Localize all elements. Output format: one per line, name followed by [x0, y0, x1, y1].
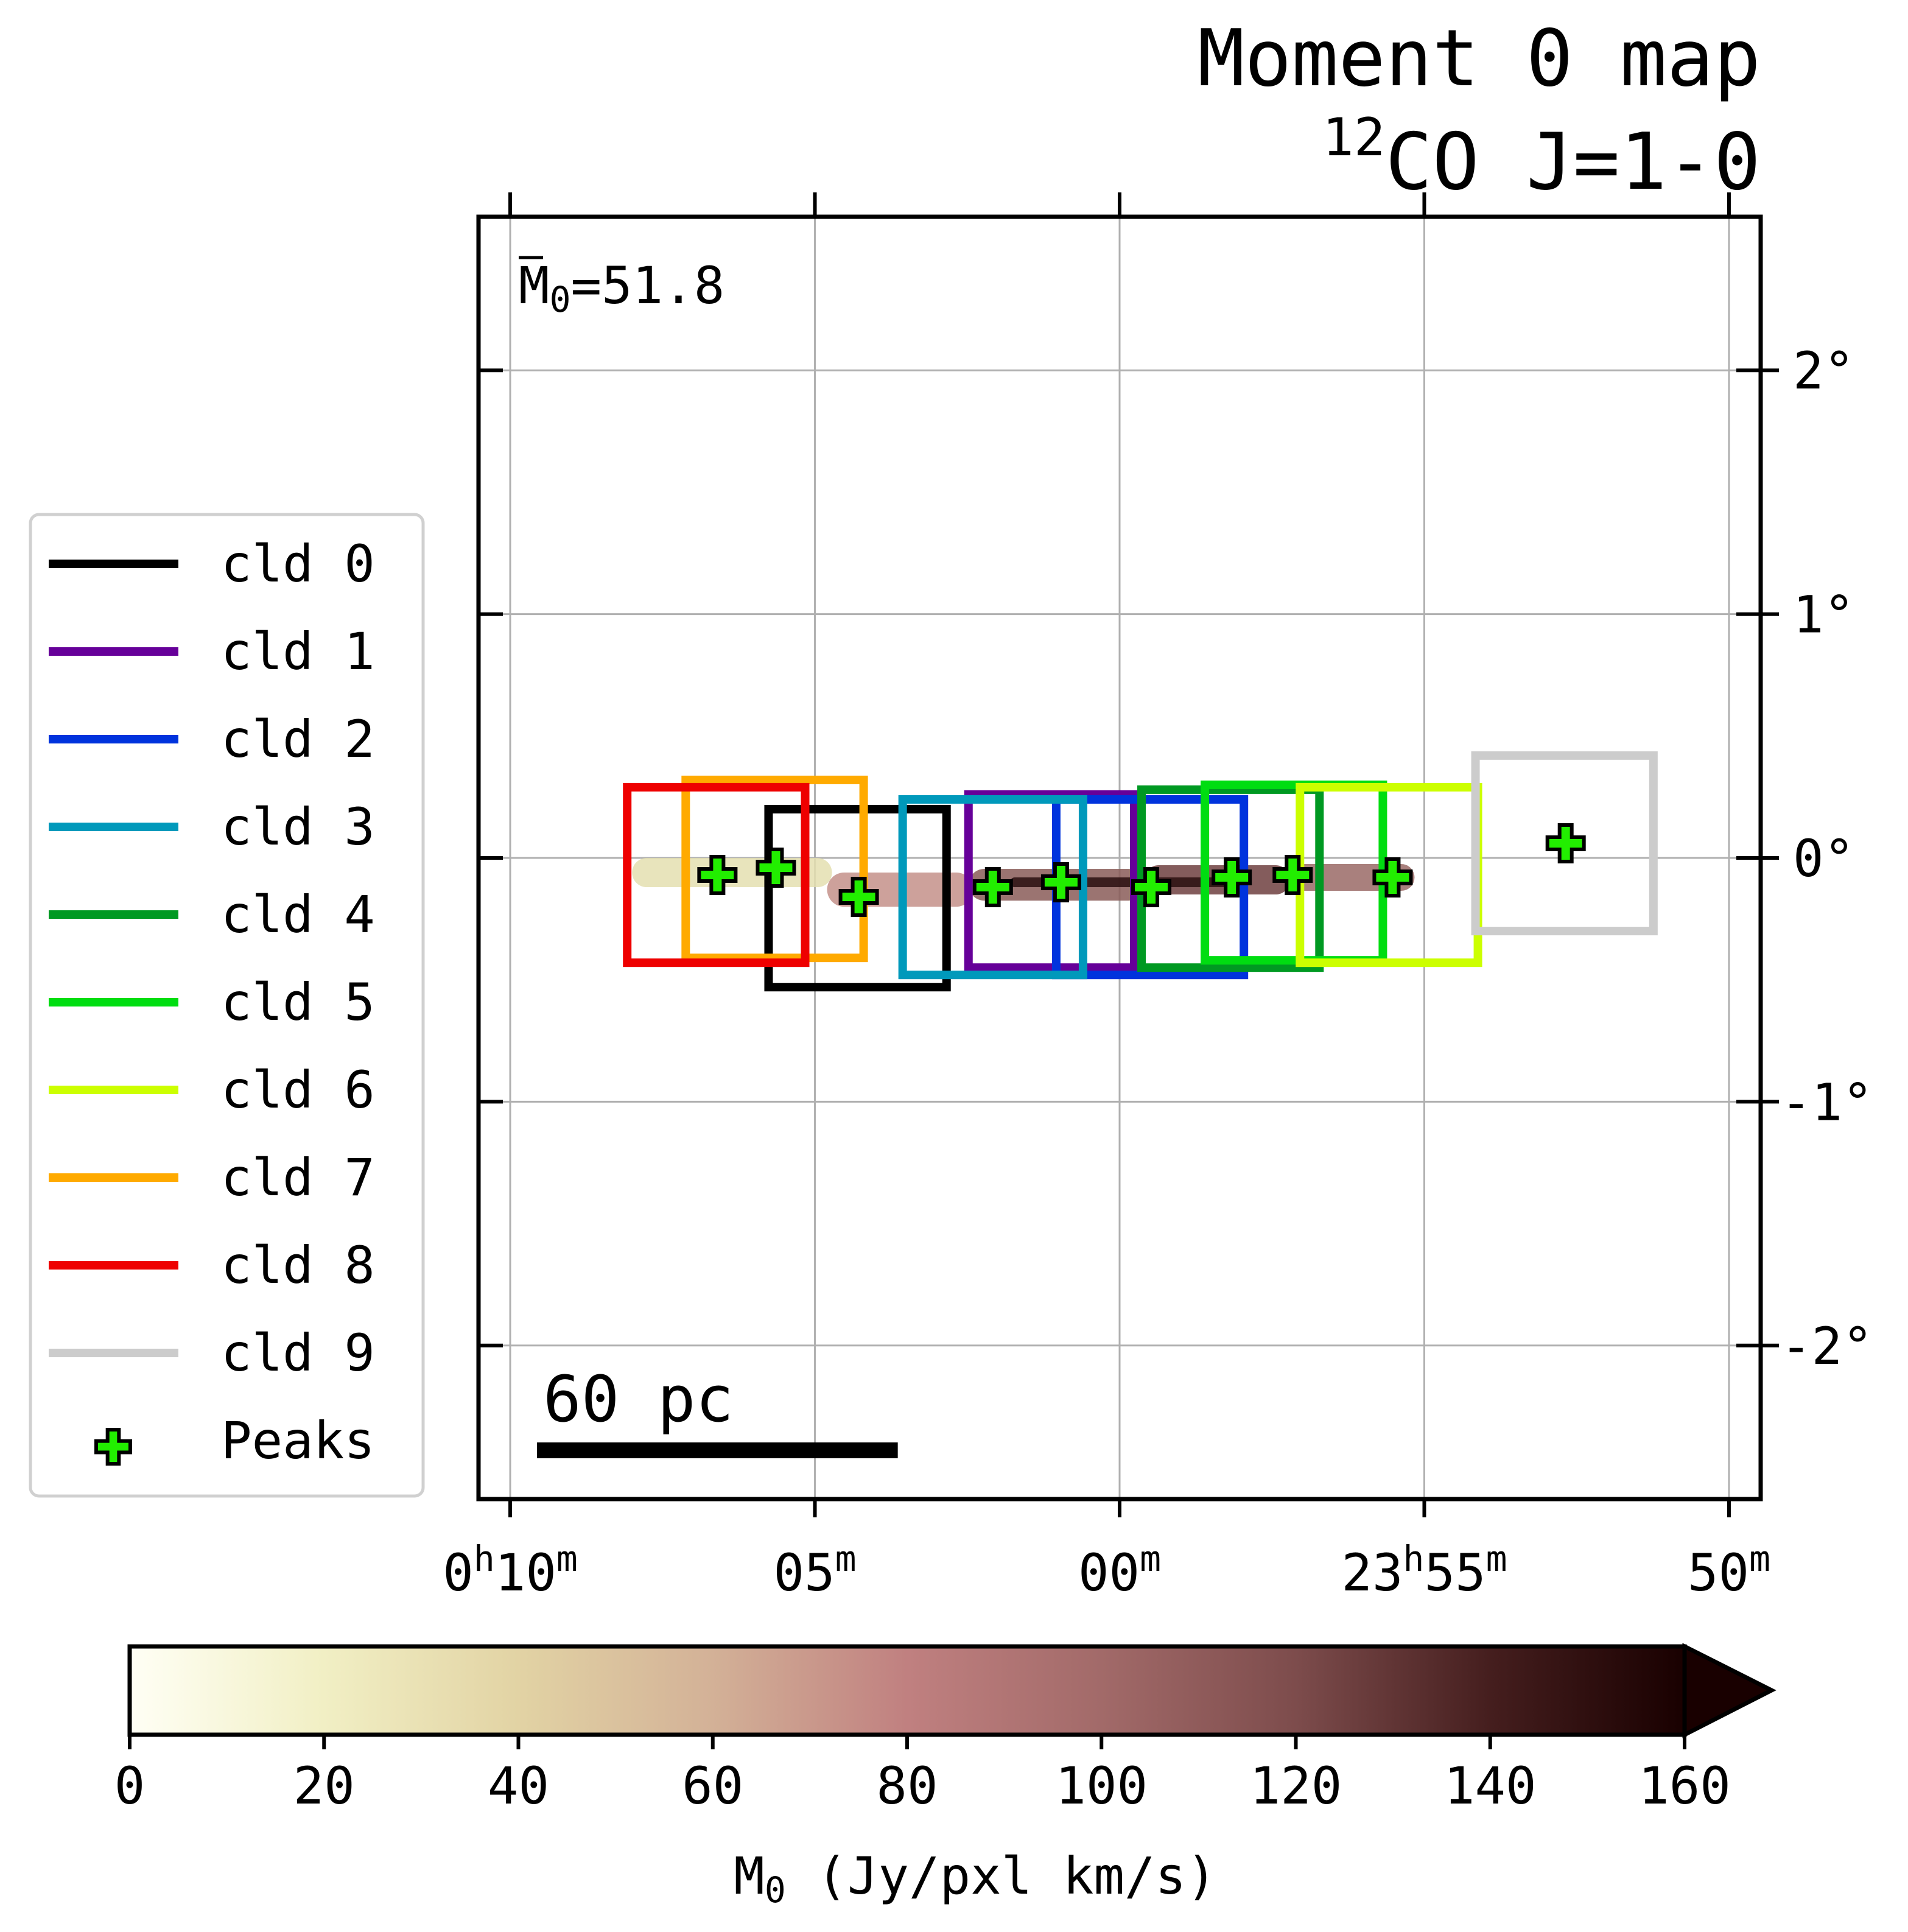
legend-label-7: cld 7 [221, 1148, 375, 1207]
chart-title-line2: 12CO J=1-0 [1322, 107, 1761, 208]
colorbar-label-subscript: 0 [765, 1869, 786, 1911]
peak-marker-0 [697, 855, 738, 896]
chart-title-superscript: 12 [1322, 107, 1386, 168]
x-tick-label-3: 23h55m [1341, 1538, 1507, 1603]
scale-bar-label: 60 pc [543, 1362, 734, 1436]
peak-marker-5 [1131, 867, 1172, 908]
peak-marker-4 [1040, 862, 1081, 903]
x-tick-hours: 23 [1341, 1543, 1403, 1603]
annotation-subscript: 0 [550, 279, 571, 320]
legend-label-peaks: Peaks [221, 1411, 375, 1470]
x-tick-minute-unit: m [835, 1538, 857, 1579]
x-tick-minutes: 00 [1078, 1543, 1140, 1603]
x-tick-label-0: 0h10m [443, 1538, 578, 1603]
cloud-box-8 [623, 782, 810, 968]
cloud-box-7 [681, 775, 868, 963]
x-tick-label-2: 00m [1078, 1538, 1161, 1603]
x-tick-minute-unit: m [556, 1538, 578, 1579]
colorbar-tick-label-8: 160 [1638, 1756, 1731, 1816]
x-axis: 0h10m 05m 00m 23h55m 50m [443, 192, 1770, 1603]
peak-marker-9 [1545, 823, 1586, 863]
peak-marker-3 [972, 867, 1013, 908]
colorbar-gradient [130, 1646, 1685, 1735]
colorbar-tick-label-2: 40 [488, 1756, 549, 1816]
cloud-box-9 [1471, 751, 1658, 936]
x-tick-minutes: 55 [1424, 1543, 1485, 1603]
colorbar-tick-label-1: 20 [293, 1756, 355, 1816]
chart-title-line1: Moment 0 map [1198, 13, 1761, 104]
y-tick-label-2: 0° [1793, 829, 1854, 888]
x-tick-minutes: 05 [773, 1543, 835, 1603]
annotation-value: =51.8 [571, 256, 725, 315]
y-tick-label-4: -2° [1781, 1316, 1873, 1376]
x-tick-label-4: 50m [1688, 1538, 1770, 1603]
peak-marker-6 [1212, 857, 1252, 898]
legend-label-8: cld 8 [221, 1235, 375, 1295]
cloud-box-3 [898, 795, 1087, 980]
x-tick-hours: 0 [443, 1543, 474, 1603]
x-tick-label-1: 05m [773, 1538, 856, 1603]
y-axis: 2° 1° 0° -1° -2° [479, 341, 1873, 1376]
y-tick-label-0: 2° [1793, 341, 1854, 401]
peak-marker-7 [1272, 855, 1313, 896]
legend-label-1: cld 1 [221, 622, 375, 681]
colorbar-label-units: (Jy/pxl km/s) [786, 1846, 1217, 1906]
cloud-box-4 [1137, 785, 1324, 972]
x-tick-minute-unit: m [1749, 1538, 1770, 1579]
peak-marker-1 [756, 848, 796, 888]
legend-label-6: cld 6 [221, 1060, 375, 1120]
chart-title-molecule: CO J=1-0 [1386, 117, 1761, 208]
colorbar-tick-label-4: 80 [876, 1756, 938, 1816]
colorbar-tick-label-5: 100 [1055, 1756, 1148, 1816]
cloud-box-0 [764, 804, 951, 992]
legend-label-3: cld 3 [221, 797, 375, 857]
colorbar-tick-label-3: 60 [682, 1756, 743, 1816]
legend: cld 0 cld 1 cld 2 cld 3 cld 4 cld 5 cld 6 cld 7… [29, 513, 425, 1498]
legend-frame [29, 513, 425, 1498]
colorbar-label: M0 (Jy/pxl km/s) [734, 1846, 1217, 1911]
colorbar-extend-arrow [1682, 1643, 1776, 1738]
legend-label-4: cld 4 [221, 885, 375, 944]
x-tick-minutes: 10 [495, 1543, 556, 1603]
colorbar: 0 20 40 60 80 100 120 140 160 M0 (Jy/pxl km/s) [114, 1643, 1776, 1911]
x-tick-minute-unit: m [1140, 1538, 1161, 1579]
x-tick-hour-unit: h [1403, 1538, 1425, 1579]
colorbar-tick-label-7: 140 [1444, 1756, 1537, 1816]
x-tick-hour-unit: h [474, 1538, 495, 1579]
legend-label-2: cld 2 [221, 709, 375, 769]
legend-label-0: cld 0 [221, 534, 375, 594]
x-tick-minutes: 50 [1688, 1543, 1749, 1603]
y-tick-label-3: -1° [1781, 1072, 1873, 1132]
colorbar-label-symbol: M [734, 1846, 765, 1906]
annotation-symbol: M [519, 256, 550, 315]
peak-markers [697, 823, 1586, 918]
colorbar-tick-label-0: 0 [114, 1756, 146, 1816]
peak-marker-8 [1372, 857, 1413, 898]
y-tick-label-1: 1° [1793, 585, 1854, 645]
peak-marker-2 [838, 877, 879, 918]
legend-swatch-peaks [94, 1428, 132, 1466]
colorbar-tick-label-6: 120 [1250, 1756, 1342, 1816]
x-tick-minute-unit: m [1486, 1538, 1507, 1579]
legend-label-5: cld 5 [221, 972, 375, 1032]
mean-moment-annotation: M0=51.8 [519, 256, 724, 320]
legend-label-9: cld 9 [221, 1323, 375, 1383]
